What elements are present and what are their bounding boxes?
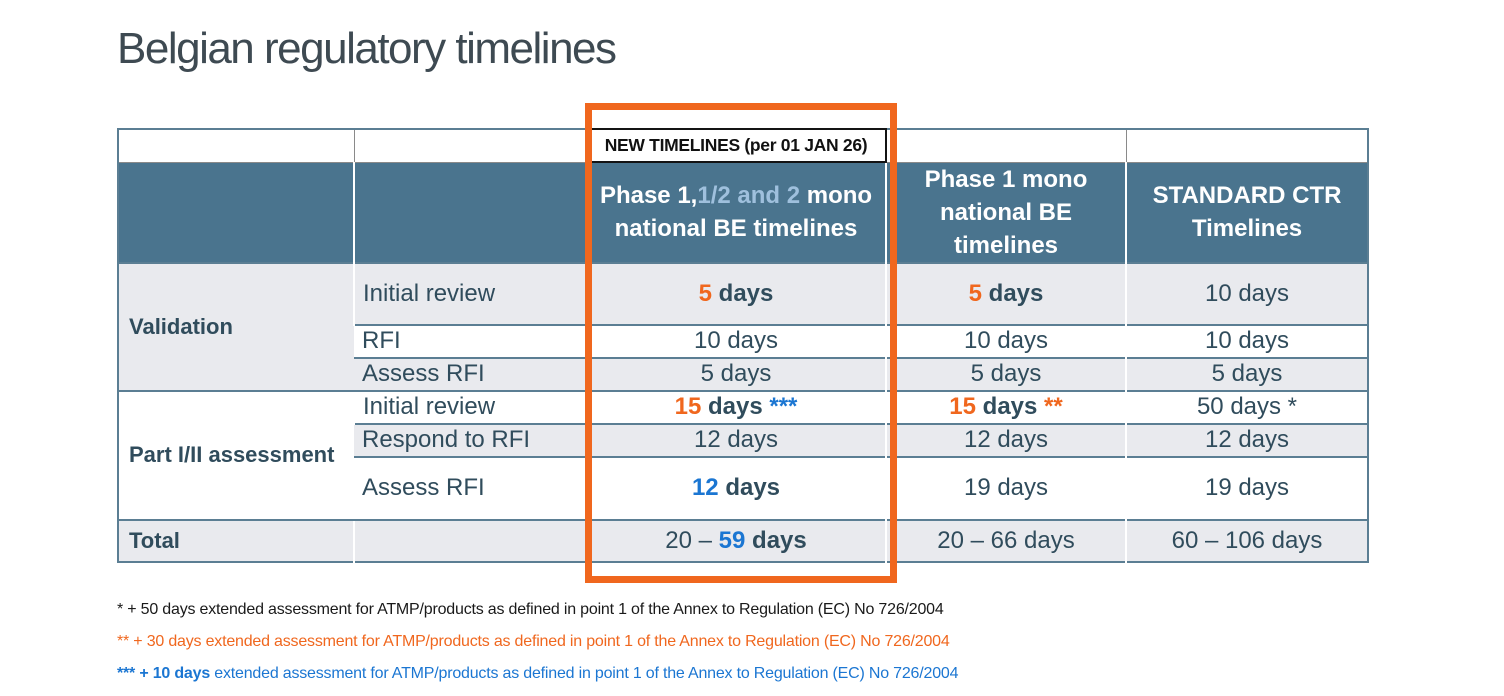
timelines-table-anchor: NEW TIMELINES (per 01 JAN 26) Phase 1,1/… <box>117 128 1369 563</box>
new-timelines-banner: NEW TIMELINES (per 01 JAN 26) <box>585 128 887 163</box>
value-cell: 10 days <box>1125 323 1368 358</box>
text-segment: 19 days <box>963 474 1049 502</box>
text-segment: ** + 30 days extended assessment for ATM… <box>117 633 950 650</box>
text-segment: STANDARD CTR Timelines <box>1152 182 1342 243</box>
text-segment: 10 days <box>693 327 779 355</box>
row-label: RFI <box>354 323 586 358</box>
page-title: Belgian regulatory timelines <box>117 24 617 73</box>
total-value-cell: 60 – 106 days <box>1125 518 1368 562</box>
text-segment: 5 days <box>700 360 772 388</box>
value-cell: 12 days <box>885 422 1126 457</box>
footnote: * + 50 days extended assessment for ATMP… <box>117 600 1217 619</box>
text-segment: 12 <box>691 474 719 502</box>
text-segment: 10 days <box>1204 279 1290 307</box>
total-value-cell: 20 – 66 days <box>885 518 1126 562</box>
table-row: Part I/II assessment Initial review 15 day… <box>118 389 1368 520</box>
text-segment: 50 days * <box>1196 393 1298 421</box>
banner-empty-cell <box>353 128 587 163</box>
group-label: Validation <box>118 261 354 391</box>
row-label: Assess RFI <box>354 455 586 520</box>
value-cell: 5 days <box>1125 356 1368 391</box>
column-header-step <box>353 162 586 263</box>
text-segment: *** <box>769 393 798 421</box>
table-row: Respond to RFI 12 days 12 days 12 days <box>118 422 1368 457</box>
column-header-phase1-mono: Phase 1 mono national BE timelines <box>885 162 1126 263</box>
text-segment: 15 <box>674 393 702 421</box>
value-cell: 19 days <box>885 455 1126 520</box>
total-label: Total <box>118 518 354 562</box>
text-segment: extended assessment for ATMP/products as… <box>210 665 959 682</box>
text-segment: 19 days <box>1204 474 1290 502</box>
text-segment: 10 days <box>963 327 1049 355</box>
group-label: Part I/II assessment <box>118 389 354 520</box>
total-row: Total 20 – 59 days 20 – 66 days 60 – 106 da… <box>118 518 1368 562</box>
text-segment: 12 days <box>693 426 779 454</box>
value-cell: 10 days <box>585 323 886 358</box>
footnote: *** + 10 days extended assessment for AT… <box>117 664 1217 683</box>
row-label: Respond to RFI <box>354 422 586 457</box>
text-segment: Phase 1, <box>599 182 698 210</box>
text-segment: 59 <box>718 526 746 554</box>
value-cell: 10 days <box>885 323 1126 358</box>
banner-row: NEW TIMELINES (per 01 JAN 26) <box>117 128 1369 163</box>
row-label: Initial review <box>353 389 586 424</box>
text-segment: days <box>718 474 781 502</box>
total-empty-cell <box>353 518 586 562</box>
value-cell: 5 days <box>885 261 1126 325</box>
value-cell: 5 days <box>885 356 1126 391</box>
footnotes: * + 50 days extended assessment for ATMP… <box>117 600 1217 696</box>
table-row: Assess RFI 12 days 19 days 19 days <box>118 455 1368 520</box>
value-cell: 12 days <box>585 455 886 520</box>
text-segment: 12 days <box>1204 426 1290 454</box>
column-header-phase1-12-2: Phase 1,1/2 and 2 mono national BE timel… <box>585 162 886 263</box>
text-segment: 5 <box>698 279 712 307</box>
text-segment: days <box>711 279 774 307</box>
value-cell: 12 days <box>1125 422 1368 457</box>
value-cell: 15 days *** <box>585 389 886 424</box>
text-segment: days <box>701 393 770 421</box>
text-segment: 5 days <box>1211 360 1283 388</box>
header-row: Phase 1,1/2 and 2 mono national BE timel… <box>118 162 1368 263</box>
value-cell: 5 days <box>585 261 886 325</box>
banner-empty-cell <box>1125 128 1369 163</box>
value-cell: 15 days ** <box>885 389 1126 424</box>
text-segment: * + 50 days extended assessment for ATMP… <box>117 601 944 618</box>
text-segment: days <box>975 393 1045 421</box>
total-value-cell: 20 – 59 days <box>585 518 886 562</box>
text-segment: 20 – <box>665 526 719 554</box>
text-segment: 10 days <box>1204 327 1290 355</box>
banner-empty-cell <box>117 128 355 163</box>
table-row: Assess RFI 5 days 5 days 5 days <box>118 356 1368 391</box>
text-segment: days <box>981 279 1044 307</box>
text-segment: 15 <box>949 393 976 421</box>
text-segment: 5 days <box>970 360 1042 388</box>
text-segment: 20 – 66 days <box>937 526 1075 554</box>
text-segment: 1/2 and 2 <box>697 182 801 210</box>
column-header-group <box>118 162 354 263</box>
text-segment: days <box>745 526 807 554</box>
row-label: Assess RFI <box>354 356 586 391</box>
value-cell: 10 days <box>1125 261 1368 325</box>
text-segment: 12 days <box>963 426 1049 454</box>
column-header-standard-ctr: STANDARD CTR Timelines <box>1125 162 1368 263</box>
text-segment: Phase 1 mono national BE timelines <box>924 165 1088 259</box>
text-segment: 60 – 106 days <box>1171 526 1323 554</box>
value-cell: 19 days <box>1125 455 1368 520</box>
banner-empty-cell <box>885 128 1127 163</box>
value-cell: 12 days <box>585 422 886 457</box>
text-segment: *** + 10 days <box>117 665 211 682</box>
table-body: Validation Initial review 5 days 5 days 10 d… <box>118 261 1368 562</box>
value-cell: 5 days <box>585 356 886 391</box>
text-segment: 5 <box>968 279 982 307</box>
footnote: ** + 30 days extended assessment for ATM… <box>117 632 1217 651</box>
text-segment: mono national BE timelines <box>614 182 873 243</box>
text-segment: ** <box>1044 393 1063 421</box>
timelines-table: NEW TIMELINES (per 01 JAN 26) Phase 1,1/… <box>117 128 1369 563</box>
table-row: Validation Initial review 5 days 5 days 10 d… <box>118 261 1368 391</box>
table-row: RFI 10 days 10 days 10 days <box>118 323 1368 358</box>
value-cell: 50 days * <box>1125 389 1368 424</box>
row-label: Initial review <box>353 261 586 325</box>
